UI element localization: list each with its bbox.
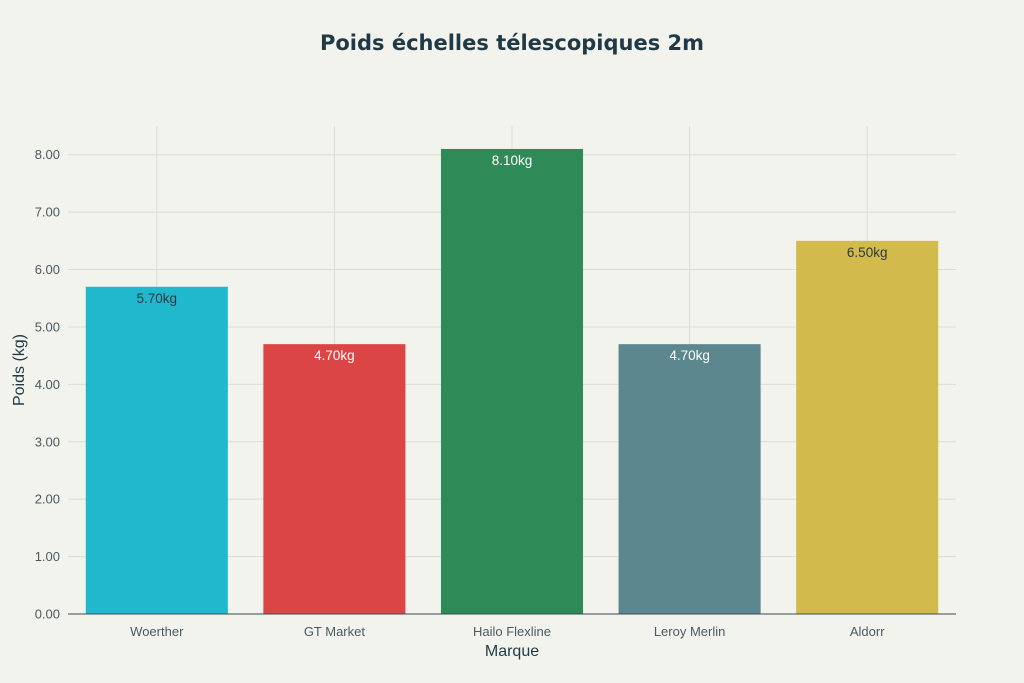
x-tick-label: Aldorr [850, 624, 885, 639]
data-label: 5.70kg [137, 291, 178, 306]
x-tick-label: Woerther [130, 624, 184, 639]
x-axis-ticks: Woerther GT Market Hailo Flexline Leroy Mer… [130, 624, 885, 639]
x-tick-label: Hailo Flexline [473, 624, 551, 639]
data-labels: 5.70kg 4.70kg 8.10kg 4.70kg 6.50kg [137, 153, 888, 363]
bars [85, 148, 939, 614]
y-tick-label: 4.00 [35, 377, 60, 392]
y-tick-label: 8.00 [35, 147, 60, 162]
data-label: 6.50kg [847, 245, 888, 260]
y-tick-label: 3.00 [35, 434, 60, 449]
data-label: 4.70kg [314, 348, 355, 363]
bar [263, 344, 406, 614]
data-label: 8.10kg [492, 153, 533, 168]
y-tick-label: 1.00 [35, 549, 60, 564]
y-tick-label: 5.00 [35, 319, 60, 334]
y-tick-label: 7.00 [35, 205, 60, 220]
x-tick-label: Leroy Merlin [654, 624, 726, 639]
y-tick-label: 0.00 [35, 607, 60, 622]
x-tick-label: GT Market [304, 624, 366, 639]
y-axis-ticks: 0.00 1.00 2.00 3.00 4.00 5.00 6.00 7.00 8.00 [35, 147, 60, 621]
y-axis-title: Poids (kg) [11, 334, 28, 406]
x-axis-title: Marque [485, 643, 539, 660]
chart-title: Poids échelles télescopiques 2m [320, 31, 704, 55]
bar [440, 148, 584, 614]
bar [618, 344, 761, 614]
bar [796, 240, 939, 614]
bar [85, 286, 228, 614]
data-label: 4.70kg [669, 348, 710, 363]
y-tick-label: 6.00 [35, 262, 60, 277]
y-tick-label: 2.00 [35, 492, 60, 507]
